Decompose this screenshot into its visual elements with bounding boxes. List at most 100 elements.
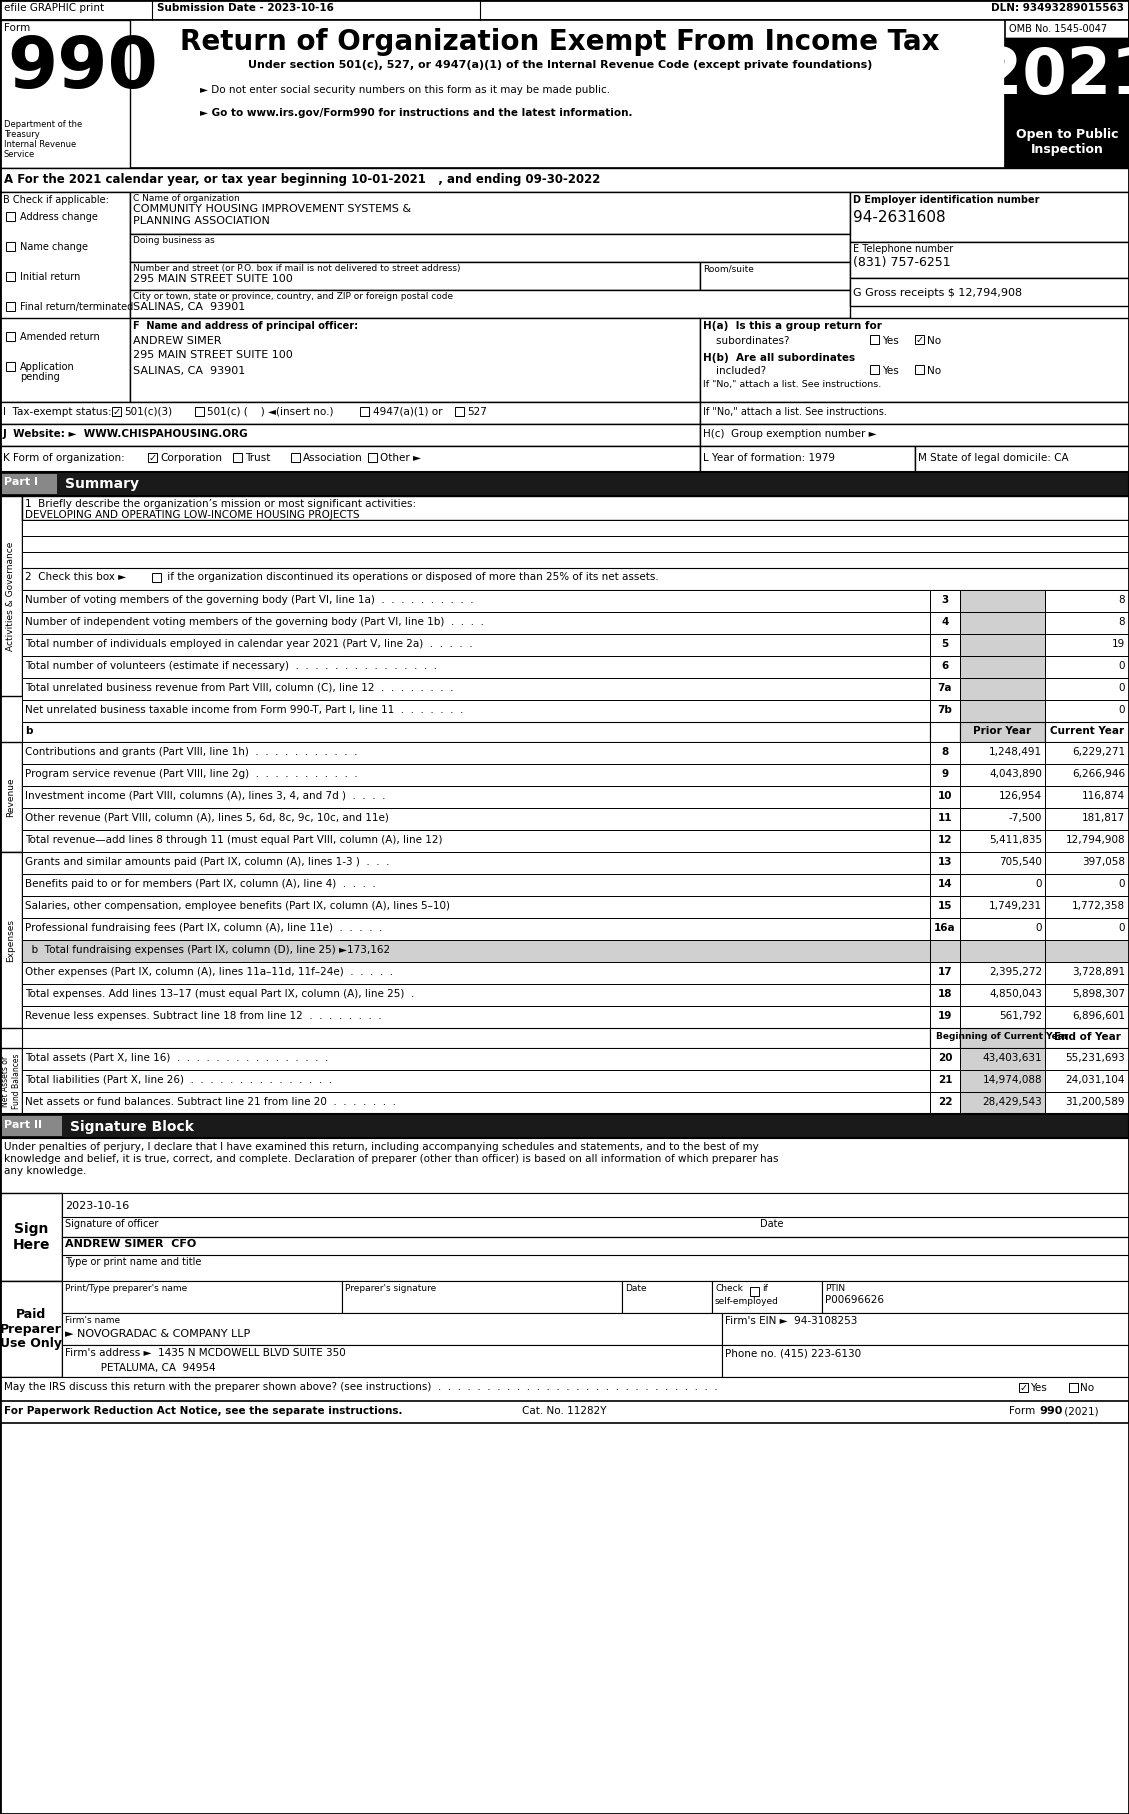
Bar (1045, 1029, 1129, 1048)
Text: 1,248,491: 1,248,491 (989, 747, 1042, 756)
Text: Net unrelated business taxable income from Form 990-T, Part I, line 11  .  .  . : Net unrelated business taxable income fr… (25, 706, 463, 715)
Text: Total assets (Part X, line 16)  .  .  .  .  .  .  .  .  .  .  .  .  .  .  .  .: Total assets (Part X, line 16) . . . . .… (25, 1052, 329, 1063)
Bar (960, 700, 1045, 722)
Text: 6,266,946: 6,266,946 (1071, 769, 1124, 778)
Text: Yes: Yes (882, 366, 899, 375)
Text: Total unrelated business revenue from Part VIII, column (C), line 12  .  .  .  .: Total unrelated business revenue from Pa… (25, 684, 454, 693)
Text: (2021): (2021) (1061, 1406, 1099, 1417)
Text: Signature of officer: Signature of officer (65, 1219, 158, 1230)
Text: knowledge and belief, it is true, correct, and complete. Declaration of preparer: knowledge and belief, it is true, correc… (5, 1154, 779, 1165)
Bar (1019, 1382, 1029, 1391)
Text: 4947(a)(1) or: 4947(a)(1) or (373, 406, 443, 417)
Bar (0, 0, 1129, 20)
Text: ✓: ✓ (916, 334, 924, 345)
Bar (960, 807, 1045, 831)
Text: 0: 0 (1035, 880, 1042, 889)
Bar (1045, 807, 1129, 831)
Text: 43,403,631: 43,403,631 (982, 1052, 1042, 1063)
Text: efile GRAPHIC print: efile GRAPHIC print (5, 4, 104, 13)
Bar (0, 192, 130, 403)
Bar (21, 495, 1129, 521)
Text: 8: 8 (1119, 595, 1124, 606)
Bar (960, 1092, 1045, 1114)
Bar (342, 1281, 622, 1313)
Bar (21, 611, 930, 635)
Bar (930, 657, 960, 678)
Bar (930, 853, 960, 874)
Text: 16a: 16a (934, 923, 956, 932)
Bar (960, 983, 1045, 1007)
Text: 705,540: 705,540 (999, 856, 1042, 867)
Text: 17: 17 (938, 967, 953, 978)
Bar (930, 918, 960, 940)
Text: 9: 9 (942, 769, 948, 778)
Bar (723, 1313, 1129, 1344)
Text: Yes: Yes (882, 336, 899, 346)
Text: Salaries, other compensation, employee benefits (Part IX, column (A), lines 5–10: Salaries, other compensation, employee b… (25, 902, 450, 911)
Text: Beginning of Current Year: Beginning of Current Year (936, 1032, 1068, 1041)
Bar (1045, 983, 1129, 1007)
Text: Date: Date (760, 1219, 784, 1230)
Text: Firm's EIN ►  94-3108253: Firm's EIN ► 94-3108253 (725, 1315, 857, 1326)
Bar (0, 169, 1129, 192)
Text: Final return/terminated: Final return/terminated (20, 301, 133, 312)
Text: 0: 0 (1035, 923, 1042, 932)
Text: Type or print name and title: Type or print name and title (65, 1257, 201, 1266)
Bar (21, 568, 1129, 590)
Bar (21, 535, 1129, 551)
Text: ANDREW SIMER  CFO: ANDREW SIMER CFO (65, 1239, 196, 1250)
Text: B Check if applicable:: B Check if applicable: (3, 194, 108, 205)
Text: Address change: Address change (20, 212, 98, 221)
Bar (1045, 764, 1129, 785)
Bar (930, 831, 960, 853)
Text: Form: Form (5, 24, 30, 33)
Bar (0, 403, 700, 424)
Text: 5,898,307: 5,898,307 (1073, 989, 1124, 1000)
Bar (930, 722, 960, 742)
Bar (1045, 896, 1129, 918)
Bar (21, 635, 930, 657)
Text: Part II: Part II (5, 1119, 42, 1130)
Bar (1045, 785, 1129, 807)
Text: 7a: 7a (938, 684, 952, 693)
Text: Current Year: Current Year (1050, 726, 1124, 736)
Text: If "No," attach a list. See instructions.: If "No," attach a list. See instructions… (703, 406, 887, 417)
Bar (960, 961, 1045, 983)
Bar (0, 1048, 21, 1114)
Bar (850, 278, 1129, 307)
Text: Total number of volunteers (estimate if necessary)  .  .  .  .  .  .  .  .  .  .: Total number of volunteers (estimate if … (25, 660, 437, 671)
Text: K Form of organization:: K Form of organization: (3, 454, 131, 463)
Text: Benefits paid to or for members (Part IX, column (A), line 4)  .  .  .  .: Benefits paid to or for members (Part IX… (25, 880, 376, 889)
Bar (1045, 742, 1129, 764)
Bar (0, 1114, 1129, 1137)
Text: Preparer's signature: Preparer's signature (345, 1284, 436, 1293)
Bar (930, 611, 960, 635)
Bar (6, 363, 15, 372)
Text: PETALUMA, CA  94954: PETALUMA, CA 94954 (65, 1362, 216, 1373)
Bar (21, 1029, 930, 1048)
Text: D Employer identification number: D Employer identification number (854, 194, 1040, 205)
Bar (960, 722, 1045, 742)
Bar (870, 365, 879, 374)
Bar (21, 1092, 930, 1114)
Bar (62, 1237, 1129, 1281)
Bar (850, 241, 1129, 278)
Bar (21, 831, 930, 853)
Bar (62, 1313, 723, 1344)
Text: 0: 0 (1119, 660, 1124, 671)
Bar (930, 635, 960, 657)
Bar (914, 336, 924, 345)
Text: 55,231,693: 55,231,693 (1066, 1052, 1124, 1063)
Text: H(b)  Are all subordinates: H(b) Are all subordinates (703, 354, 855, 363)
Text: b: b (25, 726, 33, 736)
Text: subordinates?: subordinates? (703, 336, 789, 346)
Bar (0, 1194, 62, 1281)
Text: 126,954: 126,954 (999, 791, 1042, 802)
Bar (6, 241, 15, 250)
Bar (6, 212, 15, 221)
Bar (1045, 1092, 1129, 1114)
Bar (6, 332, 15, 341)
Text: Professional fundraising fees (Part IX, column (A), line 11e)  .  .  .  .  .: Professional fundraising fees (Part IX, … (25, 923, 383, 932)
Bar (960, 678, 1045, 700)
Bar (1045, 657, 1129, 678)
